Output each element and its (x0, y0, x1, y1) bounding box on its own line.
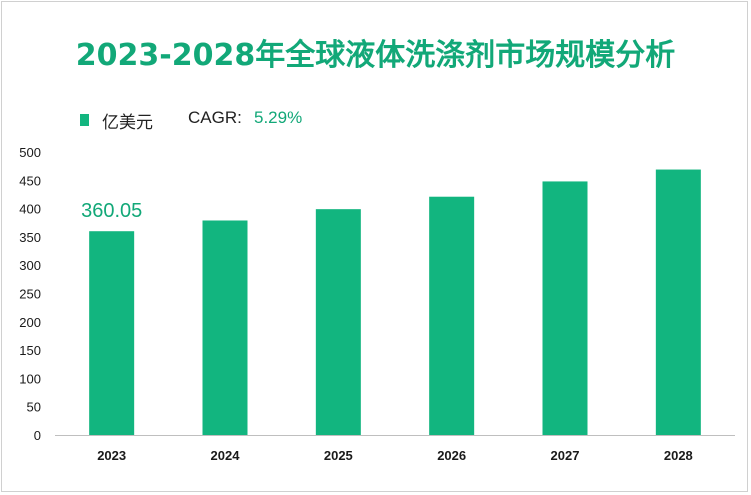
bar (89, 231, 135, 435)
x-tick-label: 2026 (437, 448, 466, 463)
y-tick-label: 400 (19, 202, 41, 217)
y-tick-label: 450 (19, 173, 41, 188)
x-tick-label: 2027 (551, 448, 580, 463)
y-tick-label: 100 (19, 371, 41, 386)
legend-swatch (80, 114, 89, 126)
y-tick-label: 150 (19, 343, 41, 358)
bar (315, 209, 361, 435)
bar (655, 169, 701, 435)
cagr-value: 5.29% (254, 108, 303, 127)
x-tick-label: 2024 (211, 448, 241, 463)
y-tick-label: 500 (19, 145, 41, 160)
bar (542, 181, 588, 435)
y-tick-label: 300 (19, 258, 41, 273)
bar (202, 220, 248, 435)
y-tick-label: 250 (19, 287, 41, 302)
chart-title: 2023-2028年全球液体洗涤剂市场规模分析 (75, 38, 676, 73)
data-label: 360.05 (81, 200, 142, 222)
cagr-label: CAGR: (188, 108, 242, 127)
y-tick-label: 50 (27, 400, 41, 415)
x-tick-label: 2023 (97, 448, 126, 463)
y-tick-label: 350 (19, 230, 41, 245)
x-tick-label: 2025 (324, 448, 353, 463)
y-tick-label: 200 (19, 315, 41, 330)
y-tick-label: 0 (34, 428, 41, 443)
bar (429, 196, 475, 435)
legend-series-label: 亿美元 (102, 113, 153, 133)
x-tick-label: 2028 (664, 448, 693, 463)
